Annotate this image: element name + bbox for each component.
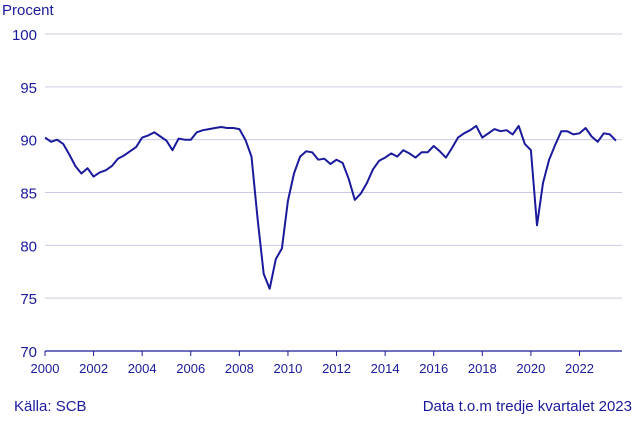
y-tick-label-85: 85 xyxy=(20,186,37,203)
x-tick-label-2018: 2018 xyxy=(468,361,497,376)
y-tick-label-70: 70 xyxy=(20,344,37,361)
x-tick-label-2000: 2000 xyxy=(31,361,60,376)
data-coverage-note: Data t.o.m tredje kvartalet 2023 xyxy=(422,398,632,415)
x-tick-label-2014: 2014 xyxy=(371,361,400,376)
x-tick-label-2002: 2002 xyxy=(79,361,108,376)
x-tick-label-2006: 2006 xyxy=(176,361,205,376)
x-tick-label-2008: 2008 xyxy=(225,361,254,376)
gridlines xyxy=(45,33,622,299)
x-tick-label-2010: 2010 xyxy=(273,361,302,376)
x-tick-label-2020: 2020 xyxy=(516,361,545,376)
y-tick-label-75: 75 xyxy=(20,291,37,308)
y-tick-label-80: 80 xyxy=(20,238,37,255)
x-tick-label-2016: 2016 xyxy=(419,361,448,376)
y-axis-label: Procent xyxy=(2,2,54,19)
y-tick-label-95: 95 xyxy=(20,80,37,97)
source-note: Källa: SCB xyxy=(14,398,87,415)
x-tick-label-2012: 2012 xyxy=(322,361,351,376)
y-tick-label-100: 100 xyxy=(12,27,37,44)
x-tick-label-2004: 2004 xyxy=(128,361,157,376)
x-tick-label-2022: 2022 xyxy=(565,361,594,376)
y-tick-label-90: 90 xyxy=(20,133,37,150)
x-axis-tick-labels: 2000 2002 2004 2006 2008 2010 2012 2014 2016 2018… xyxy=(31,351,594,376)
y-axis-tick-labels: 70 75 80 85 90 95 100 xyxy=(12,27,37,361)
series-line xyxy=(44,124,617,290)
